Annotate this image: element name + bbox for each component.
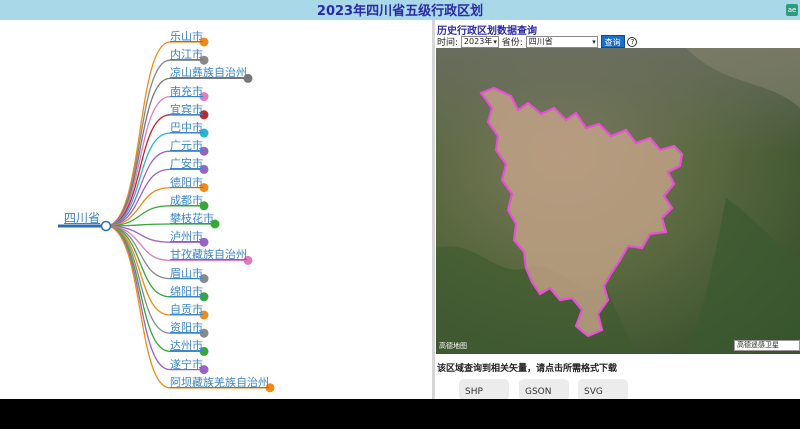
tree-link (105, 205, 203, 227)
panel-title: 历史行政区划数据查询 (437, 26, 537, 37)
tree-node-dot[interactable] (199, 328, 209, 338)
tree-node-dot[interactable] (199, 201, 209, 211)
map-canvas (436, 48, 800, 354)
tree-link (105, 168, 203, 227)
tree-node-dot[interactable] (199, 237, 209, 247)
tree-node-label[interactable]: 内江市 (170, 48, 203, 62)
tree-node-label[interactable]: 宜宾市 (170, 102, 203, 116)
tree-node-dot[interactable] (265, 383, 275, 393)
tree-node-label[interactable]: 广安市 (170, 157, 203, 171)
query-panel: 历史行政区划数据查询 时间: 2023年 ▾ 省份: 四川省 ▾ 查询 ? (435, 20, 800, 399)
tree-link (105, 114, 203, 227)
satellite-map[interactable]: 高德地图 高德 高德遥感卫星 (436, 48, 800, 354)
tree-node-label[interactable]: 达州市 (170, 339, 203, 353)
tree-node-dot[interactable] (199, 55, 209, 65)
province-label: 省份: (501, 38, 523, 48)
tree-node-label[interactable]: 攀枝花市 (170, 212, 214, 225)
tree-node-dot[interactable] (199, 146, 209, 156)
tree-node-label[interactable]: 南充市 (170, 84, 203, 98)
tree-node-dot[interactable] (243, 73, 253, 83)
tree-node-label[interactable]: 资阳市 (170, 321, 203, 335)
tree-node-dot[interactable] (199, 128, 209, 138)
chevron-down-icon: ▾ (592, 37, 596, 46)
tree-link (105, 59, 203, 227)
tree-node-label[interactable]: 巴中市 (170, 121, 203, 134)
year-select-value: 2023年 (463, 36, 493, 46)
division-tree: 四川省 乐山市内江市凉山彝族自治州 南充市宜宾市巴中市广元市广安市德阳市成都市攀枝… (0, 20, 432, 399)
tree-node-dot[interactable] (199, 164, 209, 174)
tree-root-label[interactable]: 四川省 (64, 211, 101, 225)
tree-node-label[interactable]: 眉山市 (170, 266, 203, 280)
panel-divider[interactable] (432, 20, 435, 399)
tree-node-dot[interactable] (199, 292, 209, 302)
province-select[interactable]: 四川省 ▾ (525, 35, 598, 48)
province-select-value: 四川省 (528, 36, 553, 46)
map-layer-select[interactable]: 高德遥感卫星 (734, 340, 800, 351)
tree-node-dot[interactable] (199, 183, 209, 193)
map-logo: 高德地图 (439, 342, 467, 350)
app-window: 2023年四川省五级行政区划 ae 四川省 乐山市内江市凉山彝族自治州 南充市宜宾… (0, 0, 800, 399)
map-terrain-basin (686, 198, 800, 354)
tree-link (105, 150, 203, 227)
tree-node-dot[interactable] (199, 92, 209, 102)
tree-node-dot[interactable] (199, 37, 209, 47)
download-hint: 该区域查询到相关矢量，请点击所需格式下载 (437, 364, 618, 374)
tree-node-dot[interactable] (199, 110, 209, 120)
tree-link (105, 225, 269, 389)
tree-node-dot[interactable] (199, 274, 209, 284)
page-title: 2023年四川省五级行政区划 (316, 4, 484, 19)
tree-node-label[interactable]: 广元市 (170, 139, 203, 153)
help-icon[interactable]: ? (627, 36, 638, 47)
tree-node-dot[interactable] (199, 346, 209, 356)
map-terrain-plateau (686, 48, 800, 108)
title-bar: 2023年四川省五级行政区划 ae (0, 0, 800, 20)
query-form: 时间: 2023年 ▾ 省份: 四川省 ▾ 查询 ? (437, 35, 638, 48)
sichuan-region-outline[interactable] (479, 86, 684, 338)
tree-link (105, 132, 203, 227)
download-gson-button[interactable]: GSON (519, 379, 569, 399)
time-label: 时间: (437, 38, 459, 48)
map-layer-value: 高德遥感卫星 (737, 341, 779, 349)
tree-node-label[interactable]: 阿坝藏族羌族自治州 (170, 375, 269, 389)
tree-node-label[interactable]: 乐山市 (170, 30, 203, 43)
tree-node-label[interactable]: 德阳市 (170, 175, 203, 189)
tree-node-label[interactable]: 凉山彝族自治州 (170, 66, 247, 80)
tree-node-dot[interactable] (243, 255, 253, 265)
tree-node-dot[interactable] (210, 219, 220, 229)
chevron-down-icon: ▾ (493, 37, 497, 46)
tree-node-label[interactable]: 泸州市 (170, 230, 203, 244)
tree-node-label[interactable]: 甘孜藏族自治州 (170, 248, 247, 262)
download-svg-button[interactable]: SVG (578, 379, 628, 399)
tree-link (105, 41, 203, 227)
year-select[interactable]: 2023年 ▾ (460, 35, 499, 48)
tree-node-dot[interactable] (199, 310, 209, 320)
tree-node-label[interactable]: 自贡市 (170, 303, 203, 316)
tree-node-label[interactable]: 遂宁市 (170, 357, 203, 371)
query-button[interactable]: 查询 (600, 35, 625, 48)
tree-links (58, 37, 275, 393)
tree-node-dot[interactable] (199, 365, 209, 375)
tree-node-label[interactable]: 成都市 (170, 193, 203, 207)
tree-link (105, 186, 203, 227)
tree-root-dot[interactable] (100, 220, 112, 232)
download-shp-button[interactable]: SHP (459, 379, 509, 399)
tree-node-label[interactable]: 绵阳市 (170, 284, 203, 298)
app-logo-icon[interactable]: ae (786, 4, 798, 16)
